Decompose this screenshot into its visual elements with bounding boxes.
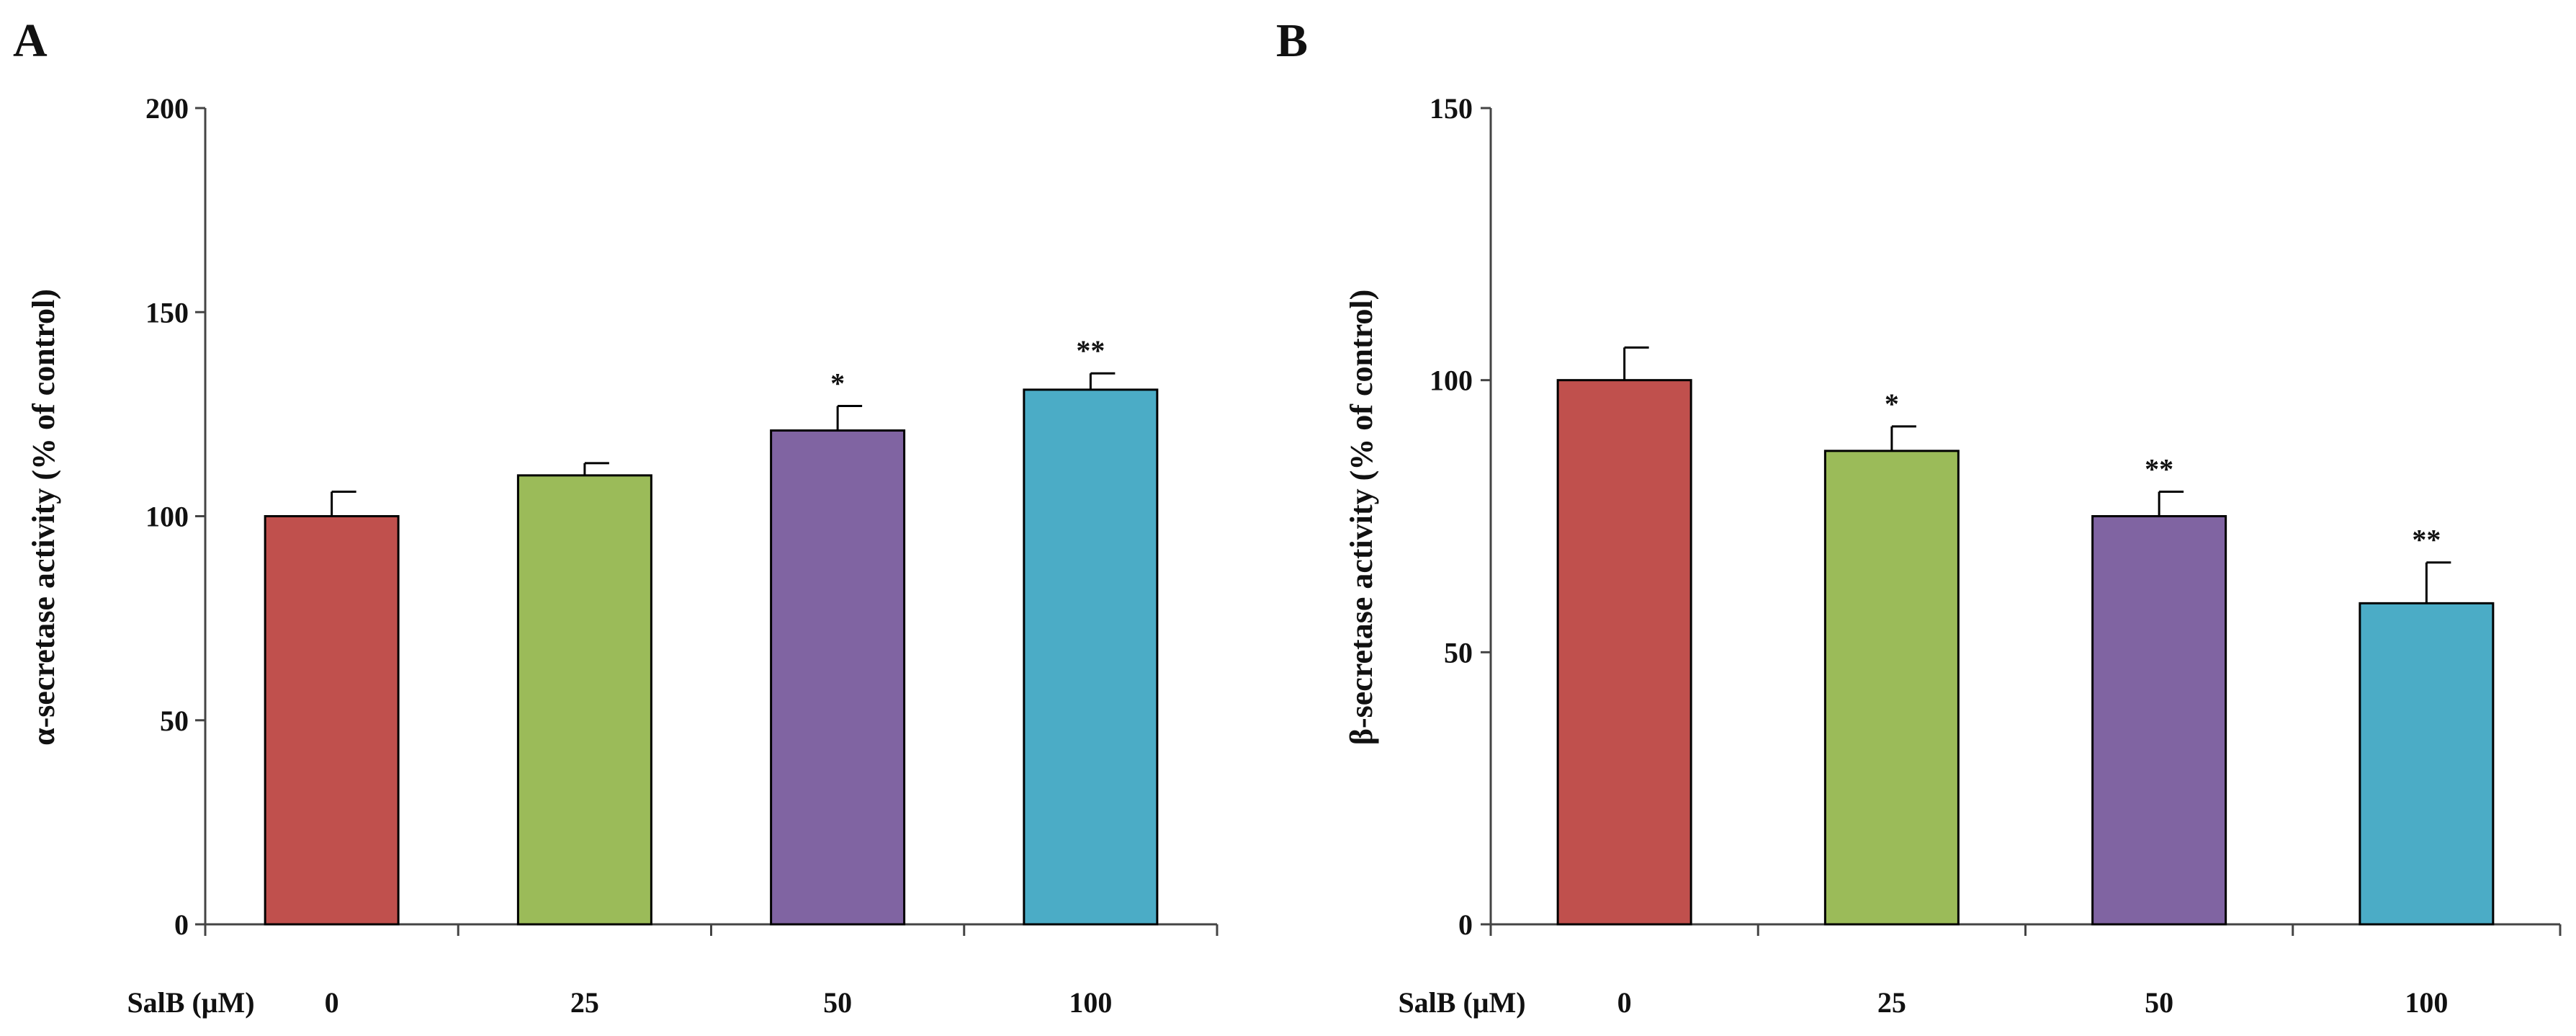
x-tick-label-a-25: 25 (570, 986, 599, 1019)
x-tick-label-a-100: 100 (1069, 986, 1112, 1019)
y-tick-label-b: 150 (1430, 92, 1473, 125)
significance-a-50: * (830, 367, 845, 400)
plot-area-b: 0 50 100 150 0 * 25 ** 50 ** 100 (1430, 92, 2562, 1019)
y-tick-label-a: 0 (174, 908, 189, 941)
bar-b-100 (2359, 602, 2495, 926)
bar-b-25 (1823, 450, 1960, 926)
significance-b-25: * (1885, 388, 1899, 420)
y-tick-label-a: 200 (145, 92, 189, 125)
y-tick-label-b: 100 (1430, 365, 1473, 397)
x-tick-label-a-0: 0 (325, 986, 339, 1019)
y-tick-label-a: 150 (145, 296, 189, 329)
panel-b: B β-secretase activity (% of control) Sa… (1276, 14, 2562, 1019)
significance-b-50: ** (2145, 453, 2173, 486)
bar-b-50 (2091, 515, 2227, 926)
y-tick-label-b: 50 (1444, 636, 1473, 669)
bar-a-50 (770, 429, 906, 926)
panel-letter-a: A (13, 14, 48, 67)
x-tick-label-b-100: 100 (2405, 986, 2448, 1019)
y-axis-title-b: β-secretase activity (% of control) (1344, 290, 1379, 745)
y-tick-label-a: 100 (145, 501, 189, 533)
x-tick-label-b-0: 0 (1617, 986, 1632, 1019)
plot-area-a: 0 50 100 150 200 0 25 * 50 ** 100 (145, 92, 1219, 1019)
y-axis-title-a: α-secretase activity (% of control) (26, 289, 61, 746)
bar-a-25 (516, 474, 652, 926)
significance-b-100: ** (2412, 524, 2441, 556)
panel-a: A α-secretase activity (% of control) Sa… (13, 14, 1219, 1019)
bar-a-0 (264, 515, 400, 926)
x-axis-title-b: SalB (μM) (1398, 986, 1525, 1019)
x-axis-title-a: SalB (μM) (127, 986, 254, 1019)
panel-letter-b: B (1276, 14, 1308, 67)
y-tick-label-b: 0 (1458, 908, 1473, 941)
x-tick-label-b-50: 50 (2145, 986, 2173, 1019)
bar-b-0 (1556, 379, 1692, 926)
y-tick-label-a: 50 (160, 705, 189, 737)
x-tick-label-a-50: 50 (823, 986, 852, 1019)
significance-a-100: ** (1076, 334, 1105, 367)
x-tick-label-b-25: 25 (1877, 986, 1906, 1019)
bar-a-100 (1023, 388, 1159, 926)
